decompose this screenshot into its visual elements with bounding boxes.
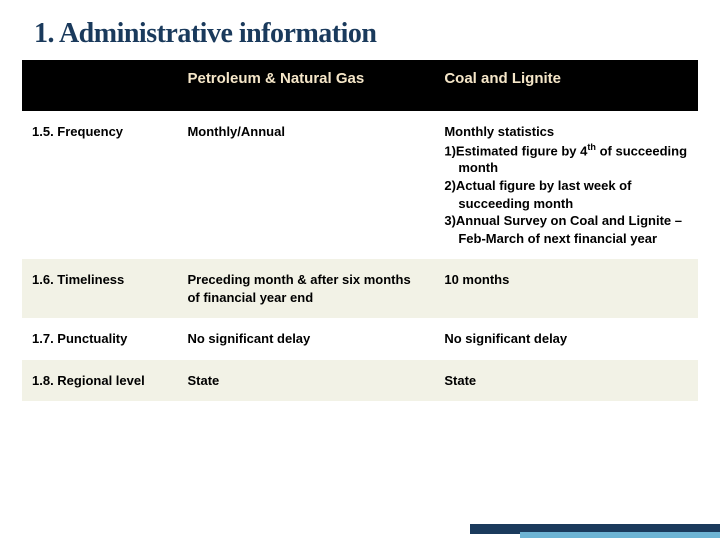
row-label: 1.8. Regional level <box>22 360 177 402</box>
footer-bar-light <box>520 532 720 538</box>
row-label: 1.6. Timeliness <box>22 259 177 318</box>
cell-coal: Monthly statistics1)Estimated figure by … <box>434 111 698 259</box>
cell-petroleum: Monthly/Annual <box>177 111 434 259</box>
cell-petroleum: State <box>177 360 434 402</box>
cell-petroleum: No significant delay <box>177 318 434 360</box>
cell-coal: State <box>434 360 698 402</box>
col-header-blank <box>22 60 177 111</box>
cell-coal: No significant delay <box>434 318 698 360</box>
cell-coal: 10 months <box>434 259 698 318</box>
table-row: 1.5. FrequencyMonthly/AnnualMonthly stat… <box>22 111 698 259</box>
admin-table: Petroleum & Natural Gas Coal and Lignite… <box>22 60 698 401</box>
page-title: 1. Administrative information <box>0 0 720 60</box>
table-row: 1.7. PunctualityNo significant delayNo s… <box>22 318 698 360</box>
col-header-petroleum: Petroleum & Natural Gas <box>177 60 434 111</box>
cell-petroleum: Preceding month & after six months of fi… <box>177 259 434 318</box>
row-label: 1.5. Frequency <box>22 111 177 259</box>
admin-table-container: Petroleum & Natural Gas Coal and Lignite… <box>22 60 698 401</box>
col-header-coal: Coal and Lignite <box>434 60 698 111</box>
row-label: 1.7. Punctuality <box>22 318 177 360</box>
table-header-row: Petroleum & Natural Gas Coal and Lignite <box>22 60 698 111</box>
table-row: 1.8. Regional levelStateState <box>22 360 698 402</box>
footer-decoration <box>460 522 720 540</box>
table-row: 1.6. TimelinessPreceding month & after s… <box>22 259 698 318</box>
